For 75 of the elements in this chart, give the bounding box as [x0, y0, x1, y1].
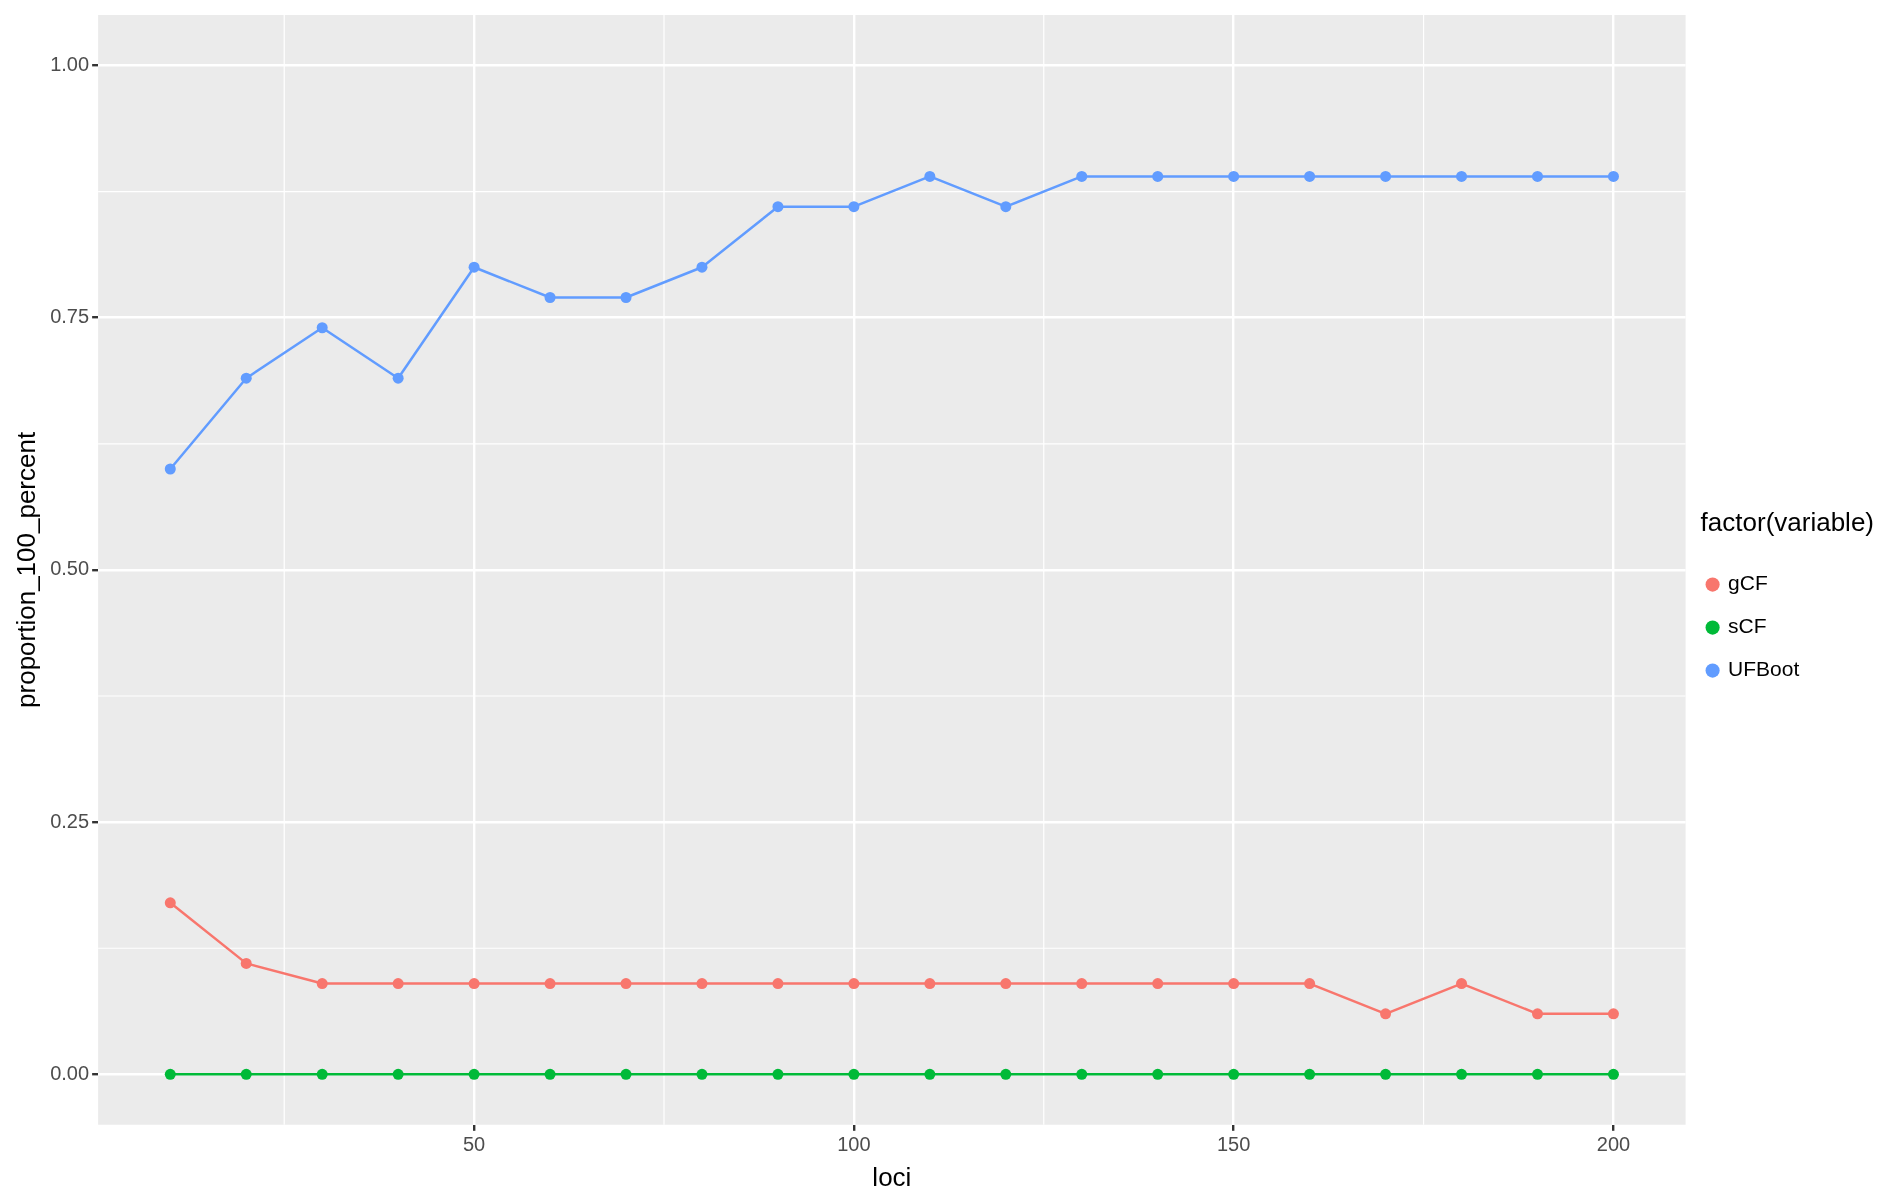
- point: [1076, 170, 1088, 182]
- point: [1000, 1068, 1012, 1080]
- point: [392, 372, 404, 384]
- point: [620, 978, 632, 990]
- point: [696, 978, 708, 990]
- point: [772, 1068, 784, 1080]
- point: [544, 978, 556, 990]
- point: [848, 1068, 860, 1080]
- point: [924, 1068, 936, 1080]
- legend-label: gCF: [1728, 571, 1768, 595]
- point: [1076, 1068, 1088, 1080]
- point: [316, 322, 328, 334]
- point: [848, 978, 860, 990]
- point: [1304, 978, 1316, 990]
- point: [1456, 170, 1468, 182]
- point: [620, 292, 632, 303]
- point: [848, 201, 860, 213]
- point: [1152, 170, 1164, 182]
- y-tick-label: 0.25: [50, 809, 90, 832]
- point: [544, 292, 556, 303]
- point: [468, 261, 480, 273]
- point: [1531, 1068, 1543, 1080]
- point: [316, 978, 328, 990]
- point: [696, 1068, 708, 1080]
- point: [392, 978, 404, 990]
- point: [164, 1068, 176, 1080]
- point: [620, 1068, 632, 1080]
- point: [1000, 978, 1012, 990]
- point: [240, 957, 252, 969]
- y-tick-label: 0.50: [50, 557, 90, 580]
- x-axis-title: loci: [872, 1161, 912, 1192]
- point: [1304, 1068, 1316, 1080]
- point: [1000, 201, 1012, 213]
- point: [164, 897, 176, 909]
- point: [240, 372, 252, 384]
- point: [1607, 1068, 1619, 1080]
- point: [1228, 978, 1240, 990]
- point: [1531, 1008, 1543, 1020]
- point: [1380, 1008, 1392, 1020]
- point: [924, 170, 936, 182]
- point: [772, 978, 784, 990]
- legend-title: factor(variable): [1700, 507, 1875, 538]
- point: [772, 201, 784, 213]
- point: [1380, 170, 1392, 182]
- y-tick-label: 0.75: [50, 305, 90, 328]
- point: [240, 1068, 252, 1080]
- legend-label: sCF: [1728, 614, 1767, 638]
- point: [696, 261, 708, 273]
- x-tick-label: 150: [1216, 1133, 1251, 1156]
- x-tick-label: 100: [837, 1133, 871, 1156]
- point: [392, 1068, 404, 1080]
- point: [1076, 978, 1088, 990]
- point: [1380, 1068, 1392, 1080]
- point: [316, 1068, 328, 1080]
- point: [468, 1068, 480, 1080]
- point: [924, 978, 936, 990]
- y-axis-title: proportion_100_percent: [10, 431, 41, 708]
- point: [544, 1068, 556, 1080]
- point: [468, 978, 480, 990]
- point: [1228, 1068, 1240, 1080]
- point: [1228, 170, 1240, 182]
- point: [1456, 1068, 1468, 1080]
- point: [1152, 1068, 1164, 1080]
- x-tick-label: 50: [462, 1133, 486, 1156]
- point: [1531, 170, 1543, 182]
- legend-label: UFBoot: [1728, 657, 1800, 681]
- y-tick-label: 1.00: [50, 52, 90, 75]
- point: [1304, 170, 1316, 182]
- y-tick-label: 0.00: [50, 1061, 90, 1084]
- point: [1152, 978, 1164, 990]
- point: [164, 463, 176, 475]
- x-tick-label: 200: [1596, 1133, 1631, 1156]
- point: [1456, 978, 1468, 990]
- point: [1607, 170, 1619, 182]
- point: [1607, 1008, 1619, 1020]
